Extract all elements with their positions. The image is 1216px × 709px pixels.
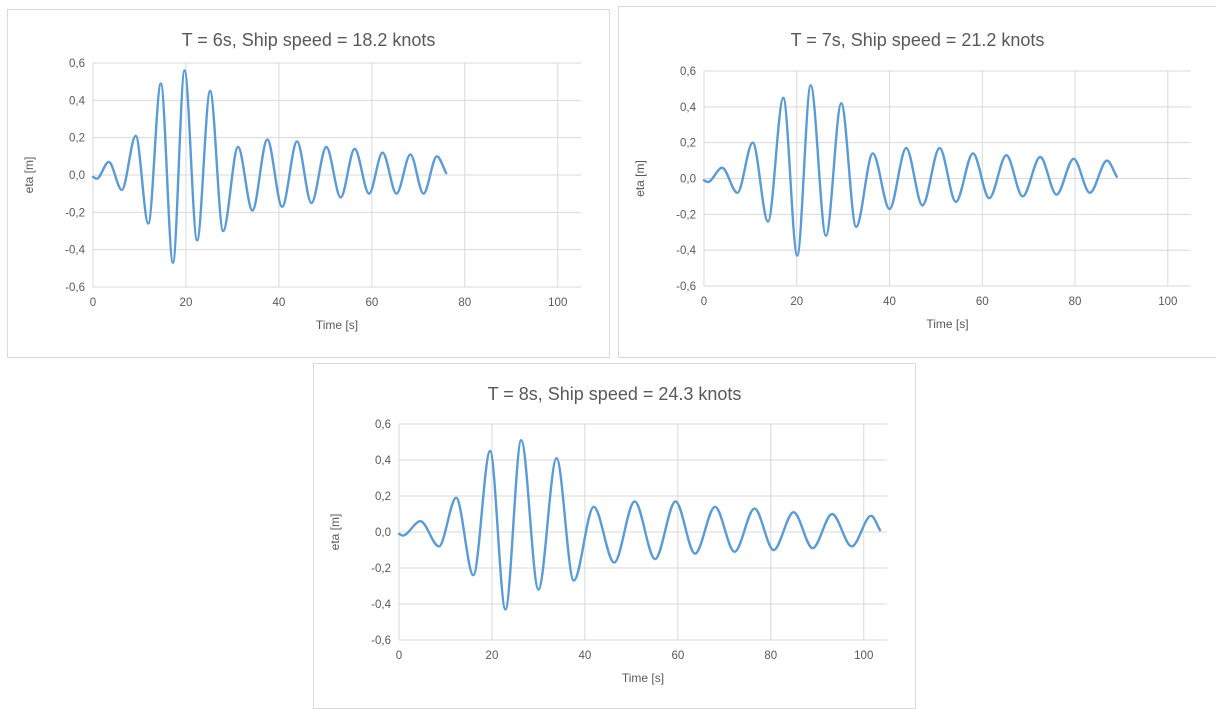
y-tick-label: 0,6 (69, 58, 85, 70)
chart-title: T = 6s, Ship speed = 18.2 knots (182, 30, 436, 50)
y-axis-title: eta [m] (328, 514, 342, 551)
y-axis-title: eta [m] (633, 160, 647, 197)
x-tick-label: 20 (790, 296, 803, 308)
x-axis-title: Time [s] (622, 671, 664, 685)
y-tick-label: 0,6 (375, 419, 391, 431)
x-tick-label: 0 (396, 650, 402, 662)
y-tick-label: -0,4 (65, 245, 85, 257)
y-tick-label: -0,2 (676, 209, 696, 221)
chart-panel-3: T = 8s, Ship speed = 24.3 knots -0,6 -0,4 -… (313, 363, 916, 709)
x-tick-label: 100 (1158, 296, 1177, 308)
y-tick-label: -0,6 (65, 282, 85, 294)
chart-title: T = 7s, Ship speed = 21.2 knots (791, 30, 1045, 50)
x-tick-label: 20 (180, 297, 193, 309)
x-tick-label: 80 (1069, 296, 1082, 308)
x-tick-label: 100 (854, 650, 873, 662)
x-tick-label: 0 (701, 296, 707, 308)
x-tick-label: 60 (976, 296, 989, 308)
y-axis-title: eta [m] (22, 157, 36, 194)
y-tick-label: 0,0 (69, 170, 85, 182)
y-tick-label: 0,2 (375, 491, 391, 503)
y-tick-label: 0,0 (375, 527, 391, 539)
x-tick-label: 40 (883, 296, 896, 308)
y-tick-label: 0,4 (375, 455, 392, 467)
y-tick-label: 0,4 (69, 95, 86, 107)
eta-series-line (702, 84, 1118, 257)
x-tick-label: 40 (273, 297, 286, 309)
y-tick-label: -0,4 (676, 245, 696, 257)
x-tick-label: 80 (458, 297, 471, 309)
x-axis-title: Time [s] (316, 318, 358, 332)
y-tick-label: 0,4 (680, 102, 697, 114)
eta-series-line (397, 439, 882, 611)
y-tick-label: -0,4 (371, 599, 391, 611)
x-tick-label: 40 (579, 650, 592, 662)
y-tick-label: -0,6 (371, 635, 391, 647)
y-tick-label: 0,0 (680, 174, 696, 186)
chart-panel-2: T = 7s, Ship speed = 21.2 knots -0,6 -0,4 -… (618, 6, 1216, 358)
y-tick-label: 0,6 (680, 66, 696, 78)
x-tick-label: 0 (90, 297, 96, 309)
x-tick-label: 60 (365, 297, 378, 309)
line-chart: T = 7s, Ship speed = 21.2 knots -0,6 -0,4 -… (633, 30, 1191, 331)
x-axis-title: Time [s] (926, 317, 968, 331)
y-tick-label: 0,2 (69, 133, 85, 145)
chart-panel-1: T = 6s, Ship speed = 18.2 knots -0,6 -0,4 -… (7, 9, 610, 358)
chart-title: T = 8s, Ship speed = 24.3 knots (488, 384, 742, 404)
y-tick-label: -0,2 (371, 563, 391, 575)
x-tick-label: 100 (548, 297, 567, 309)
x-tick-label: 60 (671, 650, 684, 662)
eta-series-line (91, 69, 448, 264)
x-tick-label: 20 (486, 650, 499, 662)
y-tick-label: -0,2 (65, 207, 85, 219)
line-chart: T = 8s, Ship speed = 24.3 knots -0,6 -0,4 -… (328, 384, 887, 685)
x-tick-label: 80 (764, 650, 777, 662)
y-tick-label: 0,2 (680, 138, 696, 150)
line-chart: T = 6s, Ship speed = 18.2 knots -0,6 -0,4 -… (22, 30, 581, 332)
y-tick-label: -0,6 (676, 281, 696, 293)
